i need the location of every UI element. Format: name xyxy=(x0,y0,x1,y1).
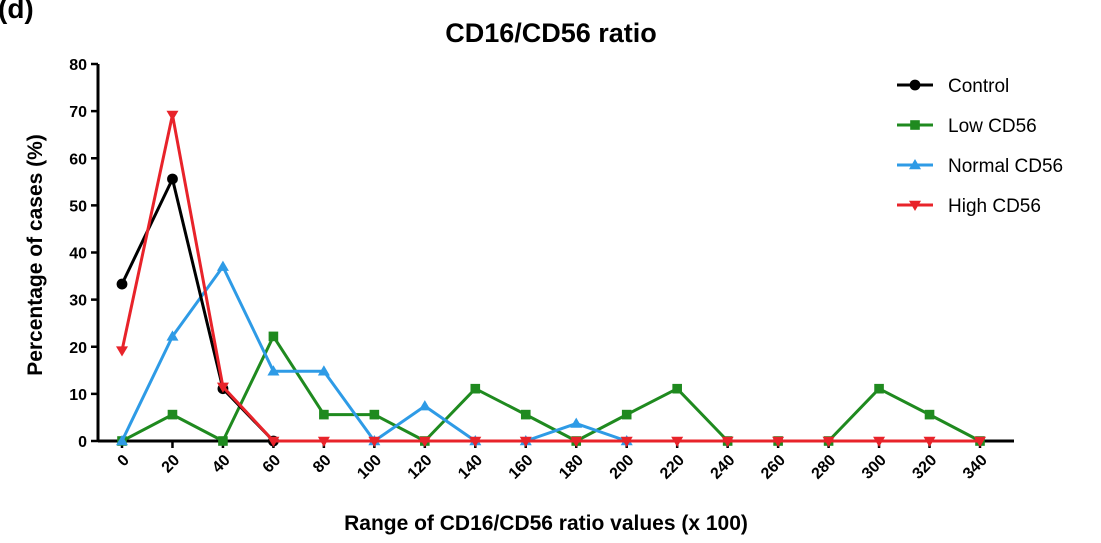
legend-item: Low CD56 xyxy=(897,116,1037,137)
data-point xyxy=(216,260,229,271)
data-point xyxy=(721,436,734,447)
legend-marker xyxy=(909,200,921,211)
data-point xyxy=(924,409,935,420)
legend: Control Low CD56 Normal CD56 High CD56 xyxy=(897,76,1063,217)
x-tick-label: 220 xyxy=(657,452,688,483)
y-axis-title: Percentage of cases (%) xyxy=(24,134,47,376)
x-tick-label: 240 xyxy=(708,452,739,483)
legend-item: High CD56 xyxy=(897,196,1041,217)
x-tick-label: 340 xyxy=(960,452,991,483)
data-point xyxy=(469,436,482,447)
data-point xyxy=(166,110,179,121)
x-tick-label: 280 xyxy=(809,452,840,483)
data-point xyxy=(317,365,330,376)
axes: 0 10 20 30 40 50 60 70 80 0 20 40 60 80 100 120 140 160 18… xyxy=(69,57,1014,483)
chart-title: CD16/CD56 ratio xyxy=(445,18,657,48)
data-point xyxy=(116,278,128,290)
legend-marker xyxy=(909,159,921,170)
x-tick-label: 40 xyxy=(209,452,234,477)
data-point xyxy=(418,400,431,411)
x-tick-label: 140 xyxy=(455,452,486,483)
y-tick-label: 80 xyxy=(69,57,87,74)
data-point xyxy=(267,365,280,376)
x-tick-label: 0 xyxy=(115,452,133,470)
x-tick-label: 20 xyxy=(159,452,184,477)
data-point xyxy=(116,346,128,357)
legend-label: Low CD56 xyxy=(948,116,1037,137)
x-tick-label: 160 xyxy=(506,452,537,483)
y-tick-label: 70 xyxy=(69,104,87,121)
y-tick-label: 20 xyxy=(69,340,87,357)
data-point xyxy=(570,436,583,447)
data-point xyxy=(267,436,280,447)
series-line xyxy=(120,113,980,443)
x-tick-label: 200 xyxy=(607,452,638,483)
legend-label: Control xyxy=(948,76,1009,97)
x-tick-label: 120 xyxy=(405,452,436,483)
data-point xyxy=(418,436,431,447)
data-point xyxy=(167,173,178,185)
legend-marker xyxy=(910,120,920,130)
data-point xyxy=(874,383,884,394)
data-point xyxy=(672,383,682,394)
y-tick-label: 0 xyxy=(78,434,87,451)
series-line xyxy=(121,334,981,443)
data-point xyxy=(822,436,835,447)
x-tick-label: 100 xyxy=(354,452,385,483)
series-layer xyxy=(116,110,986,447)
y-tick-label: 50 xyxy=(69,198,87,215)
series-line xyxy=(120,177,275,443)
x-tick-label: 320 xyxy=(909,452,940,483)
series-low-cd56 xyxy=(117,331,985,446)
data-point xyxy=(317,436,330,447)
x-tick-label: 300 xyxy=(859,452,890,483)
legend-marker xyxy=(909,79,921,91)
data-point xyxy=(166,330,179,341)
data-point xyxy=(519,436,532,447)
data-point xyxy=(974,436,986,447)
data-point xyxy=(923,436,936,447)
data-point xyxy=(620,436,633,447)
legend-item: Control xyxy=(897,76,1009,97)
data-point xyxy=(369,409,380,420)
panel-label: (d) xyxy=(0,0,34,24)
x-tick-label: 180 xyxy=(556,452,587,483)
x-tick-label: 80 xyxy=(310,452,335,477)
data-point xyxy=(268,331,279,342)
data-point xyxy=(520,409,531,420)
data-point xyxy=(873,436,886,447)
series-high-cd56 xyxy=(116,110,986,447)
y-tick-label: 30 xyxy=(69,293,87,310)
data-point xyxy=(116,435,128,446)
data-point xyxy=(671,436,684,447)
legend-item: Normal CD56 xyxy=(897,156,1063,177)
y-tick-label: 40 xyxy=(69,246,87,263)
data-point xyxy=(216,382,229,393)
x-tick-label: 60 xyxy=(260,452,285,477)
data-point xyxy=(319,409,329,420)
data-point xyxy=(772,436,785,447)
y-tick-label: 60 xyxy=(69,151,87,168)
series-control xyxy=(116,173,279,447)
data-point xyxy=(218,436,228,446)
data-point xyxy=(167,409,178,420)
legend-label: High CD56 xyxy=(948,196,1041,217)
data-point xyxy=(570,417,583,428)
y-tick-label: 10 xyxy=(69,387,87,404)
x-axis-title: Range of CD16/CD56 ratio values (x 100) xyxy=(344,512,748,535)
legend-label: Normal CD56 xyxy=(948,156,1063,177)
data-point xyxy=(368,436,381,447)
x-tick-label: 260 xyxy=(758,452,789,483)
data-point xyxy=(621,409,632,420)
data-point xyxy=(470,383,481,394)
